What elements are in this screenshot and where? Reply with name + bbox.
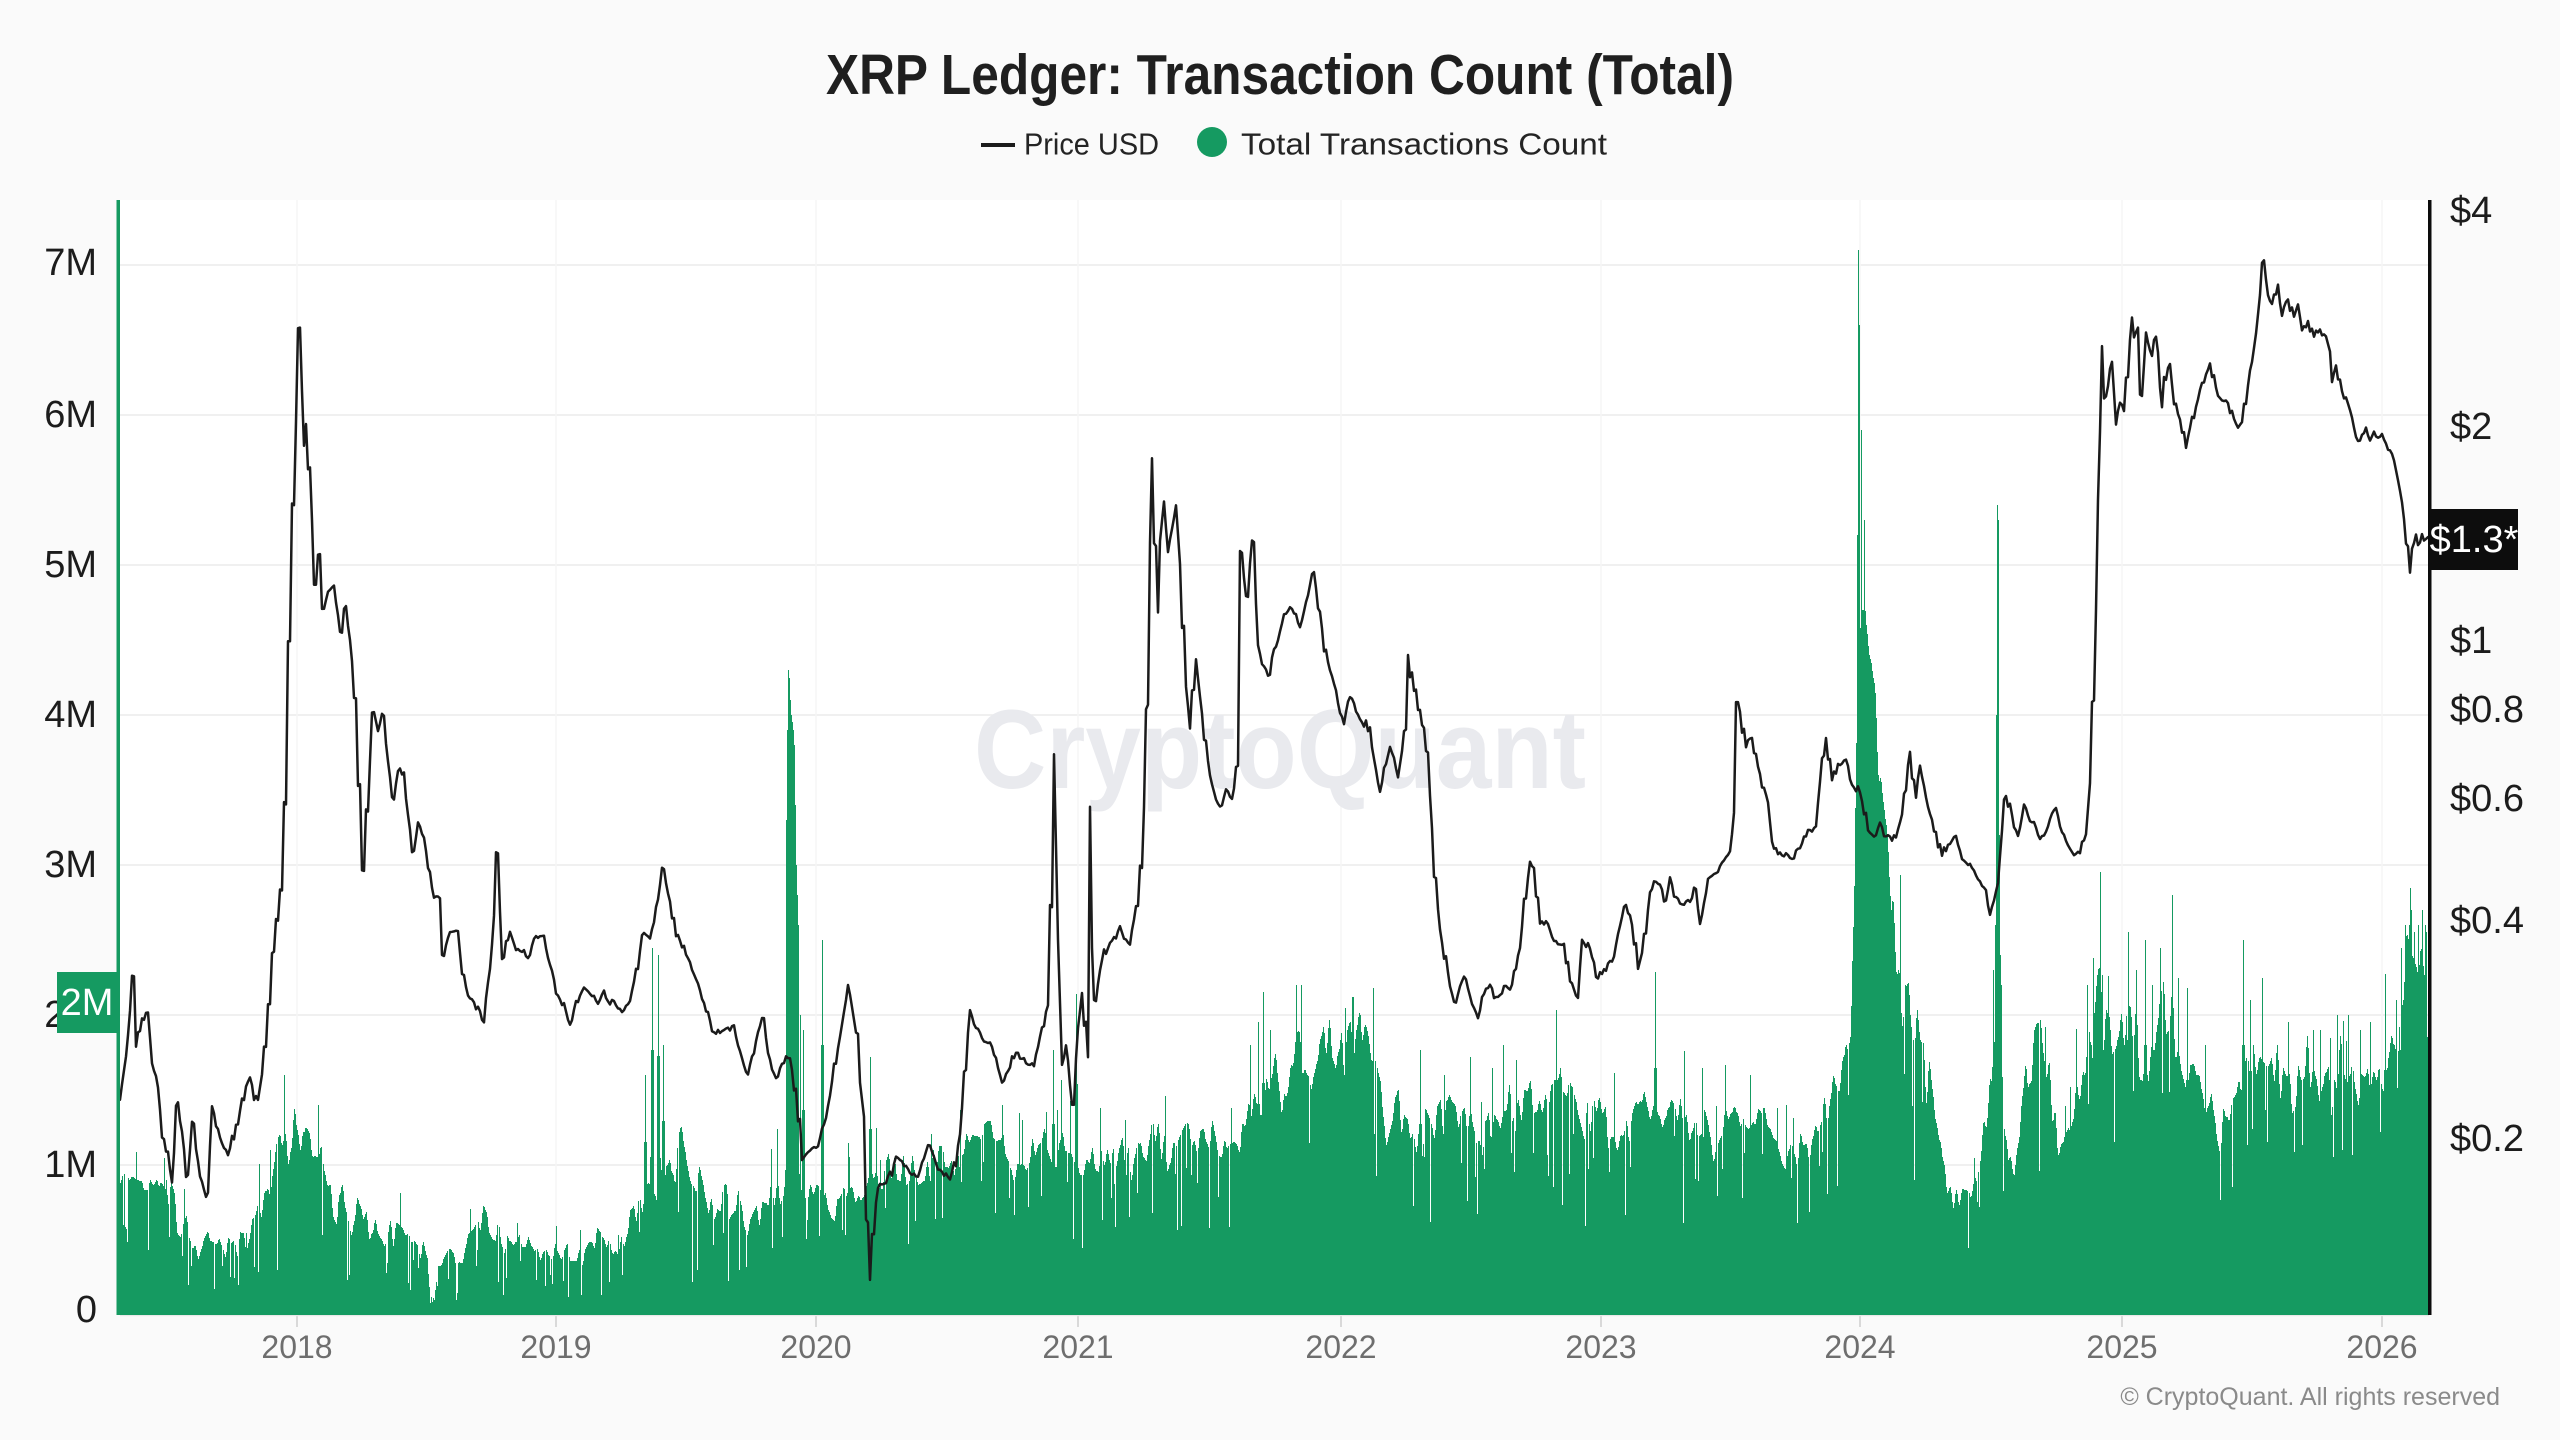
svg-text:5M: 5M <box>44 544 97 586</box>
svg-text:2021: 2021 <box>1042 1329 1113 1365</box>
svg-text:$0.8: $0.8 <box>2450 689 2524 731</box>
svg-text:2M: 2M <box>61 982 114 1024</box>
svg-text:6M: 6M <box>44 394 97 436</box>
svg-text:$2: $2 <box>2450 406 2492 448</box>
svg-text:2020: 2020 <box>780 1329 851 1365</box>
svg-text:2019: 2019 <box>520 1329 591 1365</box>
svg-text:2026: 2026 <box>2346 1329 2417 1365</box>
svg-text:2024: 2024 <box>1824 1329 1895 1365</box>
svg-text:$1.3*: $1.3* <box>2430 519 2519 561</box>
svg-text:XRP Ledger: Transaction Count: XRP Ledger: Transaction Count (Total) <box>826 43 1734 107</box>
svg-text:Price USD: Price USD <box>1024 127 1159 162</box>
svg-text:CryptoQuant: CryptoQuant <box>974 687 1586 812</box>
svg-text:2025: 2025 <box>2086 1329 2157 1365</box>
svg-text:$0.2: $0.2 <box>2450 1118 2524 1160</box>
svg-text:$1: $1 <box>2450 620 2492 662</box>
svg-text:$0.4: $0.4 <box>2450 900 2524 942</box>
svg-text:3M: 3M <box>44 844 97 886</box>
svg-text:$0.6: $0.6 <box>2450 778 2524 820</box>
svg-text:7M: 7M <box>44 242 97 284</box>
svg-text:$4: $4 <box>2450 190 2492 232</box>
svg-text:2018: 2018 <box>261 1329 332 1365</box>
svg-text:0: 0 <box>76 1289 97 1331</box>
svg-text:2023: 2023 <box>1565 1329 1636 1365</box>
svg-text:1M: 1M <box>44 1144 97 1186</box>
svg-text:Total Transactions Count: Total Transactions Count <box>1241 127 1607 162</box>
svg-text:© CryptoQuant. All rights rese: © CryptoQuant. All rights reserved <box>2120 1383 2500 1411</box>
svg-text:2022: 2022 <box>1305 1329 1376 1365</box>
svg-text:4M: 4M <box>44 694 97 736</box>
